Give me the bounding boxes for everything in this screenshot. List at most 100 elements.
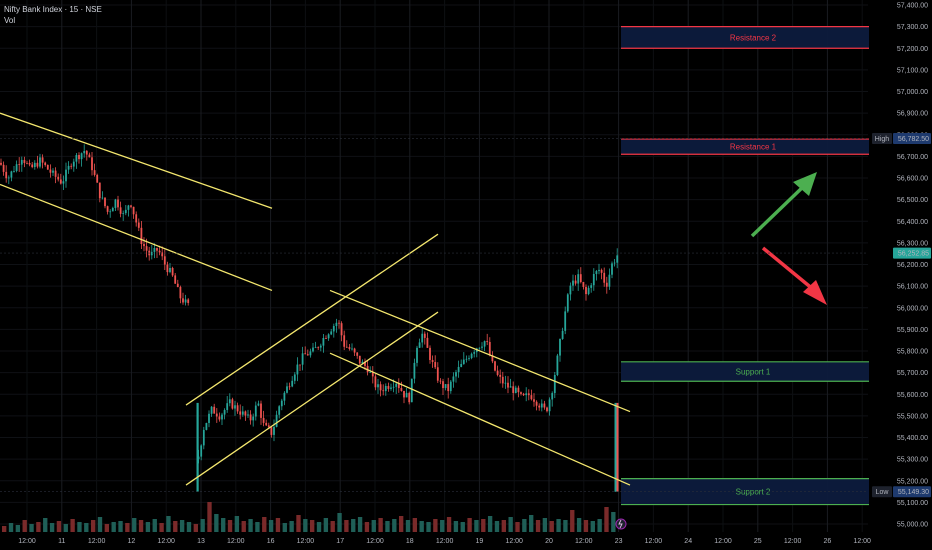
time-tick-label: 19 (476, 538, 484, 545)
candle-body (538, 405, 541, 408)
trendline (185, 311, 439, 486)
candle-body (247, 414, 249, 416)
candle-body (122, 213, 125, 214)
volume-bar (529, 515, 534, 532)
candle-body (434, 362, 437, 368)
candle-body (72, 161, 75, 167)
candle-body (569, 285, 572, 295)
volume-label[interactable]: Vol (4, 16, 16, 25)
candle-body (374, 376, 377, 388)
candle-body (468, 358, 470, 359)
time-tick-label: 12:00 (18, 538, 36, 545)
candle-body (62, 181, 65, 184)
time-tick-label: 26 (824, 538, 832, 545)
price-tick-label: 56,300.00 (897, 240, 928, 247)
volume-bar (419, 521, 424, 532)
candle-body (590, 285, 593, 288)
symbol-line[interactable]: Nifty Bank Index · 15 · NSE (4, 5, 102, 14)
candle-body (314, 347, 317, 349)
price-axis[interactable]: 57,400.00 57,300.00 57,200.00 57,100.00 57,0… (869, 0, 932, 532)
candle-body (496, 370, 499, 375)
candle-body (387, 386, 390, 389)
price-marker-tag (872, 486, 892, 498)
candle-body (527, 393, 530, 396)
candle-body (371, 372, 374, 377)
price-marker-tag (872, 133, 892, 145)
candle-body (491, 355, 494, 362)
zone-label: Resistance 1 (730, 143, 777, 152)
candle-body (353, 348, 356, 353)
volume-bar (90, 520, 96, 532)
candle-body (161, 252, 164, 257)
trendline (0, 112, 273, 209)
time-axis[interactable]: 12:00 11 12:00 12 12:00 13 12:00 16 12:00 17 12:00… (0, 533, 932, 550)
candle-body (283, 392, 286, 401)
candle-body (31, 164, 34, 168)
replay-button[interactable] (615, 518, 627, 530)
volume-bar (227, 520, 233, 532)
price-tick-label: 56,500.00 (897, 197, 928, 204)
price-tick-label: 55,900.00 (897, 327, 928, 334)
volume-bar (576, 518, 582, 532)
candle-body (36, 162, 39, 167)
volume-bar (371, 520, 376, 532)
candle-body (262, 417, 265, 423)
candle-body (457, 366, 460, 373)
candle-body (574, 280, 577, 284)
candle-body (46, 165, 49, 170)
candle-body (299, 364, 301, 366)
price-tick-label: 55,300.00 (897, 457, 928, 464)
candle-body (533, 399, 535, 402)
volume-bar (440, 520, 445, 532)
candle-body (114, 199, 117, 208)
candle-body (200, 445, 203, 457)
candle-body (41, 157, 44, 163)
candle-body (145, 246, 148, 251)
candle-body (54, 170, 57, 177)
candle-body (96, 174, 99, 183)
price-axis-bg (869, 0, 932, 532)
candle-body (452, 376, 455, 382)
time-tick-label: 18 (406, 538, 414, 545)
candle-body (18, 164, 21, 165)
candle-body (205, 422, 208, 430)
candle-body (174, 275, 177, 284)
candle-body (325, 338, 327, 339)
zone-label: Support 2 (736, 488, 771, 497)
time-tick-label: 16 (267, 538, 275, 545)
candle-body (28, 162, 31, 165)
candle-body (608, 274, 611, 287)
candle-body (7, 177, 10, 179)
time-tick-label: 20 (545, 538, 553, 545)
trendlines[interactable] (0, 112, 631, 486)
final-up-candle (614, 402, 617, 492)
volume-bar (111, 522, 116, 532)
candle-body (57, 176, 60, 180)
candle-body (252, 416, 255, 421)
candle-body (226, 403, 229, 410)
candle-body (460, 363, 463, 367)
volume-bar (275, 518, 281, 532)
volume-bar (351, 519, 356, 532)
time-axis-bg (0, 533, 932, 550)
candle-body (535, 401, 538, 406)
candle-body (364, 361, 366, 366)
candle-body (293, 374, 296, 381)
candle-body (23, 159, 26, 163)
candle-body (600, 269, 603, 273)
candle-body (442, 381, 444, 389)
candle-body (616, 255, 619, 263)
candle-body (156, 248, 158, 251)
candle-body (254, 405, 257, 417)
volume-bar (49, 523, 55, 532)
volume-bar (262, 517, 267, 532)
volume-bar (268, 520, 274, 532)
candle-body (223, 409, 226, 415)
candle-body (101, 197, 104, 199)
candle-body (59, 179, 62, 184)
candle-body (26, 162, 28, 164)
price-markers: 56,782.50 High 56,252.85 55,149.30 Low (0, 133, 931, 498)
time-tick-label: 12:00 (88, 538, 106, 545)
trendline (0, 183, 273, 292)
